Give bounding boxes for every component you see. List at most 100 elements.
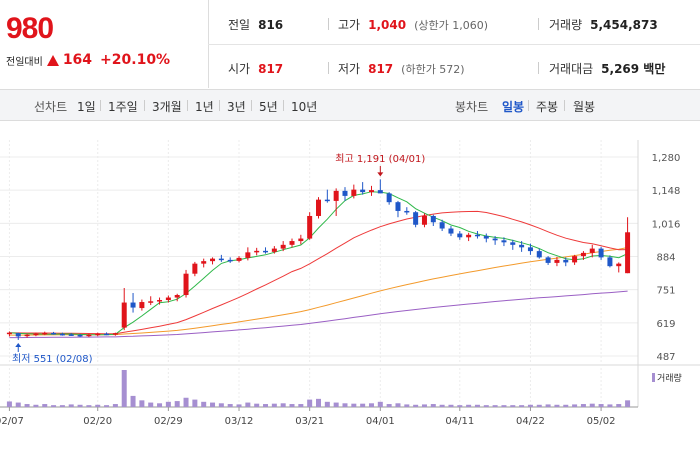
period-1d[interactable]: 1일 xyxy=(77,100,96,114)
change-row: 전일대비 164 +20.10% xyxy=(6,52,170,68)
candlesticks xyxy=(6,179,631,340)
volume-value: 5,454,873 xyxy=(590,17,658,32)
volume-bar xyxy=(501,405,507,407)
volume-bar xyxy=(157,403,163,407)
change-percent: +20.10% xyxy=(100,52,171,68)
volume-bar xyxy=(201,401,207,407)
period-1y[interactable]: 1년 xyxy=(195,100,214,114)
candle-body xyxy=(245,252,251,258)
day-low: 저가 817 (하한가 572) xyxy=(338,60,465,77)
candle-daily[interactable]: 일봉 xyxy=(502,100,525,114)
candle-body xyxy=(589,248,595,253)
volume-bar xyxy=(625,400,631,407)
volume-bar xyxy=(6,401,12,407)
volume-bar xyxy=(457,405,463,407)
x-tick-label: 02/20 xyxy=(83,416,112,427)
candle-body xyxy=(192,263,198,274)
candle-body xyxy=(95,333,101,336)
x-tick-label: 03/21 xyxy=(295,416,324,427)
period-1w[interactable]: 1주일 xyxy=(108,100,138,114)
candle-body xyxy=(545,257,551,263)
volume-bar xyxy=(263,404,269,407)
moving-average-lines xyxy=(9,191,628,339)
candle-body xyxy=(174,295,180,298)
candle-chart-label: 봉차트 xyxy=(455,100,489,114)
low-label: 저가 xyxy=(338,62,361,76)
volume-bar xyxy=(86,405,92,407)
high-limit: (상한가 1,060) xyxy=(414,18,488,32)
volume-bar xyxy=(316,398,321,407)
candle-body xyxy=(104,333,110,336)
period-3m[interactable]: 3개월 xyxy=(152,100,182,114)
candle-body xyxy=(421,215,427,225)
chart-annotations: 최고 1,191 (04/01) 최저 551 (02/08) xyxy=(12,153,425,365)
volume-bar xyxy=(519,405,525,407)
up-triangle-icon xyxy=(46,54,59,66)
trade-amount: 거래대금 5,269 백만 xyxy=(549,60,665,77)
separator xyxy=(144,100,145,111)
candle-weekly[interactable]: 주봉 xyxy=(536,100,559,114)
y-tick-label: 487 xyxy=(656,352,675,363)
separator xyxy=(564,100,565,111)
volume-swatch xyxy=(652,373,655,382)
line-chart-label: 선차트 xyxy=(34,100,68,114)
volume-bar xyxy=(254,403,260,407)
prev-close-value: 816 xyxy=(258,17,284,32)
y-tick-label: 619 xyxy=(656,319,675,330)
volume-bar xyxy=(386,404,392,407)
candle-body xyxy=(483,236,489,239)
candle-body xyxy=(572,256,578,263)
open-label: 시가 xyxy=(228,62,251,76)
volume-bar xyxy=(527,404,533,407)
volume-bar xyxy=(139,400,145,407)
x-axis-labels: 02/07 02/20 02/29 03/12 03/21 04/01 04/11 04/22… xyxy=(0,416,616,427)
candle-body xyxy=(368,190,374,193)
volume-bar xyxy=(289,404,295,407)
period-3y[interactable]: 3년 xyxy=(227,100,246,114)
candle-body xyxy=(554,259,560,263)
volume-bar xyxy=(342,403,348,407)
ma20-line xyxy=(9,210,628,335)
candle-body xyxy=(6,332,12,335)
candle-body xyxy=(501,240,507,243)
candle-body xyxy=(254,250,260,253)
candle-monthly[interactable]: 월봉 xyxy=(573,100,596,114)
volume: 거래량 5,454,873 xyxy=(549,16,658,33)
candle-body xyxy=(492,238,498,241)
period-5y[interactable]: 5년 xyxy=(259,100,278,114)
volume-bar xyxy=(572,404,578,407)
low-annotation: 최저 551 (02/08) xyxy=(12,353,93,365)
candle-body xyxy=(263,250,269,253)
amount-label: 거래대금 xyxy=(549,62,594,76)
candle-body xyxy=(298,238,304,242)
candle-body xyxy=(307,215,313,239)
x-tick-label: 04/22 xyxy=(516,416,545,427)
volume-bar xyxy=(368,403,374,407)
volume-bar xyxy=(112,404,118,407)
candle-body xyxy=(527,247,533,252)
volume-bar xyxy=(227,404,233,407)
volume-bar xyxy=(430,404,436,407)
volume-bar xyxy=(607,404,613,407)
separator xyxy=(538,18,539,30)
volume-bar xyxy=(183,397,189,407)
candle-body xyxy=(404,210,410,213)
volume-legend: 거래량 xyxy=(652,372,682,384)
candle-body xyxy=(112,333,118,335)
volume-bar xyxy=(33,404,39,407)
y-tick-label: 1,148 xyxy=(652,186,681,197)
candle-body xyxy=(289,241,295,245)
volume-bar xyxy=(483,405,489,407)
x-tick-label: 02/29 xyxy=(154,416,183,427)
volume-bar xyxy=(377,401,383,407)
candle-body xyxy=(351,189,357,196)
volume-bar xyxy=(466,404,472,407)
candle-body xyxy=(316,199,321,216)
period-10y[interactable]: 10년 xyxy=(291,100,318,114)
candle-body xyxy=(510,242,516,245)
candle-body xyxy=(413,212,419,225)
candle-body xyxy=(236,257,242,261)
separator xyxy=(283,100,284,111)
candle-body xyxy=(598,248,604,258)
